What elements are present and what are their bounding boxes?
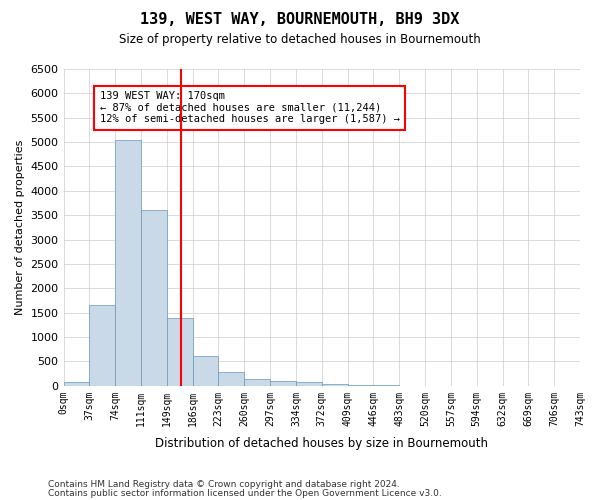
Bar [167, 318, 193, 386]
Text: 139 WEST WAY: 170sqm
← 87% of detached houses are smaller (11,244)
12% of semi-d: 139 WEST WAY: 170sqm ← 87% of detached h… [100, 91, 400, 124]
X-axis label: Distribution of detached houses by size in Bournemouth: Distribution of detached houses by size … [155, 437, 488, 450]
Bar [270, 381, 296, 386]
Bar [64, 382, 89, 386]
Text: Contains HM Land Registry data © Crown copyright and database right 2024.: Contains HM Land Registry data © Crown c… [48, 480, 400, 489]
Bar [218, 372, 244, 386]
Bar [115, 140, 141, 386]
Text: Size of property relative to detached houses in Bournemouth: Size of property relative to detached ho… [119, 32, 481, 46]
Text: 139, WEST WAY, BOURNEMOUTH, BH9 3DX: 139, WEST WAY, BOURNEMOUTH, BH9 3DX [140, 12, 460, 28]
Bar [322, 384, 347, 386]
Bar [89, 306, 115, 386]
Bar [296, 382, 322, 386]
Bar [141, 210, 167, 386]
Text: Contains public sector information licensed under the Open Government Licence v3: Contains public sector information licen… [48, 488, 442, 498]
Bar [193, 356, 218, 386]
Y-axis label: Number of detached properties: Number of detached properties [15, 140, 25, 315]
Bar [347, 385, 373, 386]
Bar [244, 378, 270, 386]
